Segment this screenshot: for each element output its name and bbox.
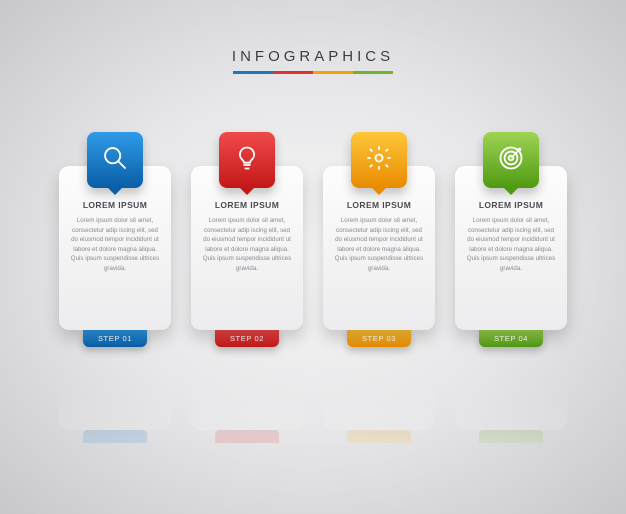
step-reflection [455, 353, 567, 443]
cards-row: LOREM IPSUM Lorem ipsum dolor sit amet, c… [0, 132, 626, 443]
gear-icon [365, 144, 393, 177]
underline-seg-4 [353, 71, 393, 74]
magnifier-icon-tab [87, 132, 143, 188]
underline-seg-3 [313, 71, 353, 74]
gear-icon-tab [351, 132, 407, 188]
page-title: INFOGRAPHICS [0, 48, 626, 65]
step-body: Lorem ipsum dolor sit amet, consectetur … [333, 216, 425, 274]
step-body: Lorem ipsum dolor sit amet, consectetur … [201, 216, 293, 274]
step-reflection [323, 353, 435, 443]
step-card-2: LOREM IPSUM Lorem ipsum dolor sit amet, c… [191, 132, 303, 443]
step-label: STEP 04 [479, 329, 543, 347]
step-label: STEP 03 [347, 329, 411, 347]
title-block: INFOGRAPHICS [0, 0, 626, 74]
bulb-icon-tab [219, 132, 275, 188]
step-label: STEP 01 [83, 329, 147, 347]
step-card-4: LOREM IPSUM Lorem ipsum dolor sit amet, c… [455, 132, 567, 443]
title-underline [233, 71, 393, 74]
underline-seg-2 [273, 71, 313, 74]
step-heading: LOREM IPSUM [465, 200, 557, 210]
underline-seg-1 [233, 71, 273, 74]
step-heading: LOREM IPSUM [201, 200, 293, 210]
step-reflection [59, 353, 171, 443]
step-body: Lorem ipsum dolor sit amet, consectetur … [465, 216, 557, 274]
magnifier-icon [101, 144, 129, 177]
step-body: Lorem ipsum dolor sit amet, consectetur … [69, 216, 161, 274]
step-label: STEP 02 [215, 329, 279, 347]
step-heading: LOREM IPSUM [333, 200, 425, 210]
target-icon [497, 144, 525, 177]
bulb-icon [233, 144, 261, 177]
step-reflection [191, 353, 303, 443]
step-card-1: LOREM IPSUM Lorem ipsum dolor sit amet, c… [59, 132, 171, 443]
step-heading: LOREM IPSUM [69, 200, 161, 210]
step-card-3: LOREM IPSUM Lorem ipsum dolor sit amet, c… [323, 132, 435, 443]
target-icon-tab [483, 132, 539, 188]
